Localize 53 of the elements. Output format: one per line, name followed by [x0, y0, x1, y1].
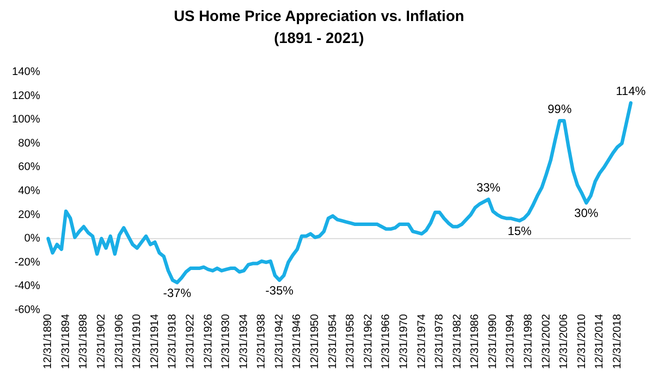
y-tick-label: -40%: [14, 280, 40, 292]
x-tick-label: 12/31/1986: [469, 314, 482, 370]
y-tick-label: 120%: [12, 90, 40, 102]
data-label: 114%: [616, 84, 646, 98]
y-tick-label: 140%: [12, 66, 40, 78]
y-tick-label: 60%: [18, 161, 40, 174]
x-tick-label: 12/31/1890: [42, 314, 54, 370]
x-tick-label: 12/31/1962: [362, 314, 374, 370]
y-tick-label: -60%: [14, 304, 40, 316]
x-tick-label: 12/31/1950: [309, 314, 322, 370]
data-label: -37%: [163, 286, 192, 300]
data-label: -35%: [265, 284, 294, 298]
data-label: 15%: [508, 224, 532, 238]
y-tick-label: 40%: [18, 185, 40, 198]
x-tick-label: 12/31/1914: [148, 314, 161, 370]
x-tick-label: 12/31/1934: [238, 314, 250, 370]
y-tick-label: -20%: [14, 256, 40, 268]
y-tick-label: 20%: [18, 208, 40, 221]
x-tick-label: 12/31/1938: [256, 314, 268, 370]
x-tick-label: 12/31/1902: [96, 314, 108, 370]
x-tick-label: 12/31/1954: [326, 314, 339, 370]
data-label: 30%: [574, 206, 599, 220]
chart-title: US Home Price Appreciation vs. Inflation: [174, 8, 464, 26]
x-tick-label: 12/31/1926: [202, 314, 214, 370]
x-tick-label: 12/31/1998: [522, 314, 535, 370]
x-tick-label: 12/31/1946: [291, 314, 304, 370]
x-tick-label: 12/31/2014: [594, 314, 606, 370]
x-tick-label: 12/31/1930: [220, 314, 232, 370]
x-tick-label: 12/31/1970: [398, 314, 410, 370]
x-tick-label: 12/31/2002: [540, 314, 552, 370]
x-tick-label: 12/31/1974: [416, 314, 428, 370]
x-tick-label: 12/31/1898: [78, 314, 90, 370]
x-tick-label: 12/31/1978: [434, 314, 446, 370]
x-tick-label: 12/31/1982: [451, 314, 464, 370]
x-tick-label: 12/31/1990: [486, 314, 499, 370]
x-tick-label: 12/31/1918: [166, 314, 179, 370]
x-tick-label: 12/31/2018: [611, 314, 624, 370]
data-label: 99%: [548, 102, 572, 116]
x-tick-label: 12/31/1894: [60, 314, 72, 370]
x-tick-label: 12/31/2010: [576, 314, 588, 370]
chart-subtitle: (1891 - 2021): [274, 30, 364, 48]
x-tick-label: 12/31/1906: [113, 314, 126, 370]
x-tick-label: 12/31/1966: [380, 314, 392, 370]
y-tick-label: 80%: [18, 137, 40, 150]
x-tick-label: 12/31/1910: [131, 314, 144, 370]
y-tick-label: 100%: [12, 114, 40, 126]
x-tick-label: 12/31/1942: [273, 314, 286, 370]
x-tick-label: 12/31/1958: [344, 314, 357, 370]
x-tick-label: 12/31/2006: [558, 314, 570, 370]
y-tick-label: 0%: [24, 232, 40, 245]
x-tick-label: 12/31/1994: [504, 314, 517, 370]
data-label: 33%: [476, 180, 501, 195]
x-tick-label: 12/31/1922: [184, 314, 196, 370]
